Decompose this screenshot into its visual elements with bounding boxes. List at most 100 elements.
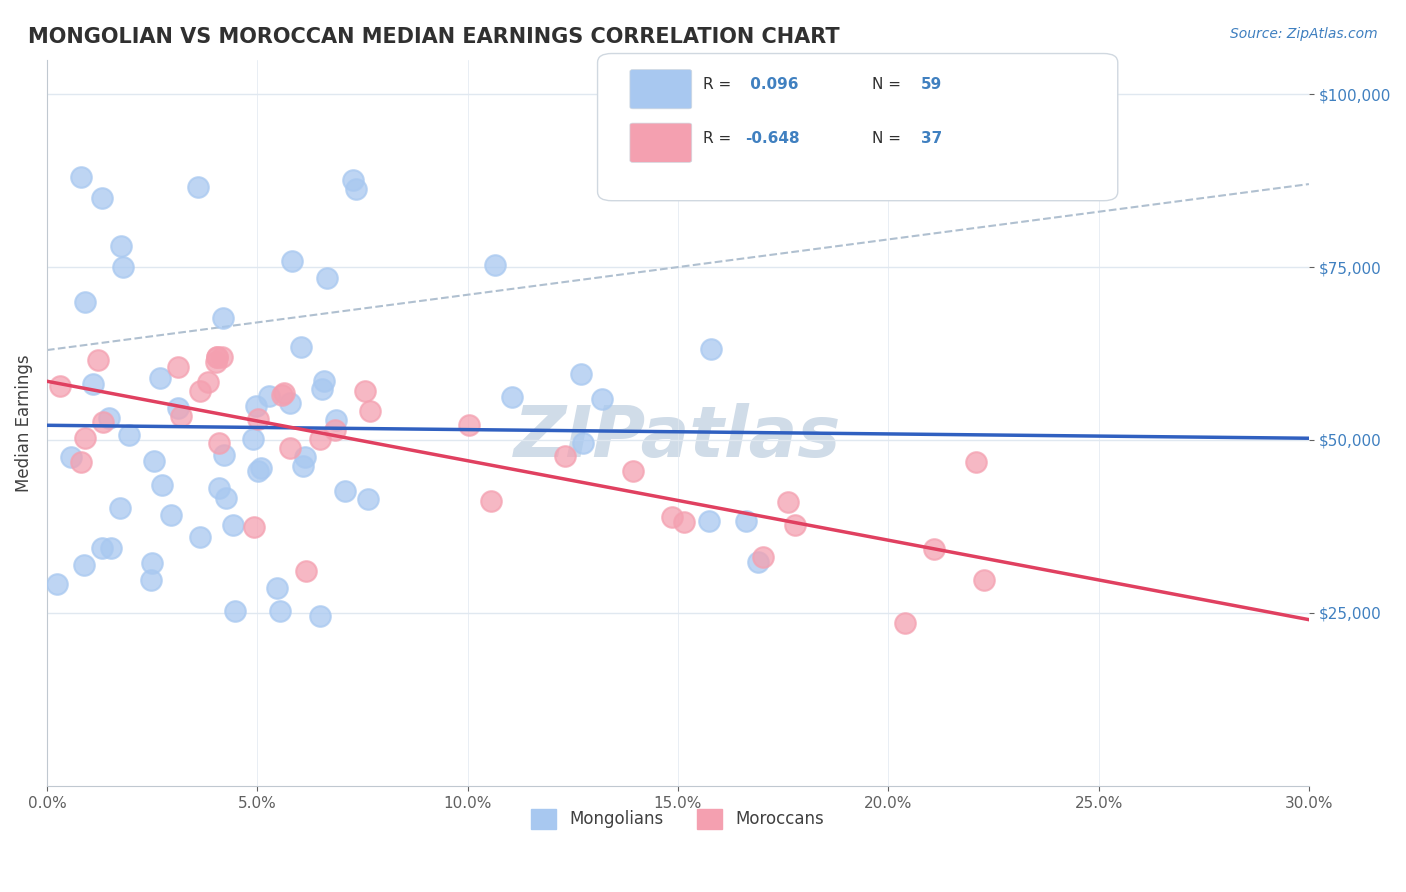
- Point: [187, 180, 209, 194]
- Point: [673, 515, 696, 529]
- Point: [270, 388, 292, 402]
- Point: [359, 404, 381, 418]
- Point: [554, 449, 576, 463]
- Point: [207, 350, 229, 364]
- Point: [149, 371, 172, 385]
- Point: [273, 385, 295, 400]
- Text: 37: 37: [921, 131, 942, 145]
- Point: [266, 581, 288, 595]
- Point: [69, 170, 91, 185]
- Point: [197, 375, 219, 389]
- Point: [73, 294, 96, 309]
- Point: [457, 418, 479, 433]
- Point: [242, 432, 264, 446]
- Point: [308, 608, 330, 623]
- Point: [294, 450, 316, 465]
- Text: Source: ZipAtlas.com: Source: ZipAtlas.com: [1230, 27, 1378, 41]
- Point: [734, 514, 756, 528]
- Text: -0.648: -0.648: [745, 131, 800, 145]
- Point: [325, 413, 347, 427]
- Point: [224, 604, 246, 618]
- Point: [323, 423, 346, 437]
- Text: ZIPatlas: ZIPatlas: [515, 402, 842, 472]
- Text: R =: R =: [703, 78, 737, 92]
- Point: [170, 409, 193, 424]
- Point: [208, 435, 231, 450]
- Point: [291, 458, 314, 473]
- Point: [143, 454, 166, 468]
- Point: [661, 510, 683, 524]
- Point: [188, 384, 211, 398]
- Point: [894, 616, 917, 631]
- Text: N =: N =: [872, 131, 905, 145]
- Point: [501, 390, 523, 404]
- Point: [100, 541, 122, 556]
- Point: [212, 311, 235, 326]
- Point: [215, 491, 238, 506]
- Y-axis label: Median Earnings: Median Earnings: [15, 354, 32, 491]
- Point: [188, 530, 211, 544]
- Point: [484, 258, 506, 272]
- Point: [87, 353, 110, 368]
- Point: [75, 431, 97, 445]
- Point: [572, 435, 595, 450]
- Point: [98, 410, 121, 425]
- Text: 0.096: 0.096: [745, 78, 799, 92]
- Point: [70, 455, 93, 469]
- Point: [73, 558, 96, 572]
- Point: [309, 432, 332, 446]
- Point: [278, 442, 301, 456]
- Point: [295, 564, 318, 578]
- Point: [700, 342, 723, 356]
- Point: [353, 384, 375, 398]
- Point: [118, 427, 141, 442]
- Text: N =: N =: [872, 78, 905, 92]
- Point: [59, 450, 82, 464]
- Point: [91, 541, 114, 555]
- Point: [311, 383, 333, 397]
- Point: [166, 401, 188, 415]
- Point: [139, 573, 162, 587]
- Point: [783, 518, 806, 533]
- Point: [314, 374, 336, 388]
- Point: [278, 396, 301, 410]
- Point: [45, 577, 67, 591]
- Text: 59: 59: [921, 78, 942, 92]
- Text: R =: R =: [703, 131, 737, 145]
- Point: [269, 604, 291, 618]
- Point: [247, 412, 270, 426]
- Point: [699, 514, 721, 528]
- Point: [159, 508, 181, 522]
- Point: [752, 550, 775, 565]
- Point: [281, 254, 304, 268]
- Point: [212, 448, 235, 462]
- Point: [342, 173, 364, 187]
- Point: [249, 461, 271, 475]
- Point: [141, 556, 163, 570]
- Point: [357, 492, 380, 507]
- Point: [110, 239, 132, 253]
- Point: [247, 464, 270, 478]
- Point: [208, 481, 231, 495]
- Point: [205, 355, 228, 369]
- Point: [245, 400, 267, 414]
- Point: [591, 392, 613, 406]
- Point: [222, 518, 245, 533]
- Point: [346, 182, 368, 196]
- Point: [922, 541, 945, 556]
- Point: [747, 555, 769, 569]
- Point: [316, 271, 339, 285]
- Point: [621, 464, 644, 478]
- Point: [569, 367, 592, 381]
- Point: [167, 360, 190, 375]
- Point: [243, 520, 266, 534]
- Point: [479, 493, 502, 508]
- Point: [335, 484, 357, 499]
- Point: [776, 495, 799, 509]
- Point: [973, 573, 995, 587]
- Point: [82, 377, 104, 392]
- Point: [110, 500, 132, 515]
- Point: [111, 260, 134, 274]
- Point: [150, 478, 173, 492]
- Point: [205, 350, 228, 364]
